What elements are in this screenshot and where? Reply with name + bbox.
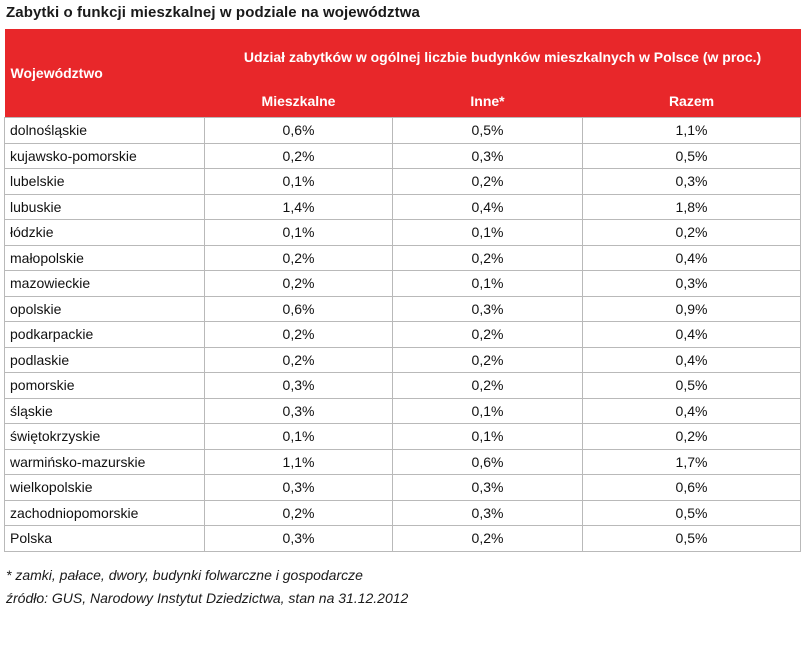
header-col-razem: Razem — [582, 85, 801, 118]
cell-inne: 0,2% — [392, 244, 583, 271]
cell-razem: 0,3% — [581, 168, 802, 195]
cell-region: lubuskie — [4, 193, 205, 220]
cell-mieszkalne: 1,4% — [204, 193, 393, 220]
cell-razem: 0,3% — [581, 270, 802, 297]
cell-inne: 0,1% — [392, 397, 583, 424]
cell-region: podkarpackie — [4, 321, 205, 348]
table-row: zachodniopomorskie 0,2% 0,3% 0,5% — [4, 499, 802, 526]
table-row: Polska 0,3% 0,2% 0,5% — [4, 525, 802, 552]
cell-region: dolnośląskie — [4, 117, 205, 144]
cell-mieszkalne: 0,6% — [204, 117, 393, 144]
cell-razem: 0,5% — [581, 499, 802, 526]
cell-mieszkalne: 0,2% — [204, 346, 393, 373]
footnote: * zamki, pałace, dwory, budynki folwarcz… — [6, 567, 363, 583]
cell-region: zachodniopomorskie — [4, 499, 205, 526]
cell-region: pomorskie — [4, 372, 205, 399]
table-row: dolnośląskie 0,6% 0,5% 1,1% — [4, 117, 802, 144]
table-row: lubelskie 0,1% 0,2% 0,3% — [4, 168, 802, 195]
cell-razem: 0,5% — [581, 525, 802, 552]
cell-mieszkalne: 0,3% — [204, 525, 393, 552]
cell-razem: 0,4% — [581, 244, 802, 271]
cell-mieszkalne: 0,3% — [204, 372, 393, 399]
cell-inne: 0,6% — [392, 448, 583, 475]
cell-region: łódzkie — [4, 219, 205, 246]
cell-region: śląskie — [4, 397, 205, 424]
cell-inne: 0,2% — [392, 372, 583, 399]
table-row: łódzkie 0,1% 0,1% 0,2% — [4, 219, 802, 246]
cell-razem: 0,5% — [581, 372, 802, 399]
cell-mieszkalne: 0,3% — [204, 474, 393, 501]
cell-region: małopolskie — [4, 244, 205, 271]
table-row: mazowieckie 0,2% 0,1% 0,3% — [4, 270, 802, 297]
cell-mieszkalne: 0,2% — [204, 499, 393, 526]
header-col-inne: Inne* — [392, 85, 583, 118]
table-body: dolnośląskie 0,6% 0,5% 1,1% kujawsko-pomorsk… — [4, 117, 802, 552]
cell-mieszkalne: 1,1% — [204, 448, 393, 475]
cell-mieszkalne: 0,2% — [204, 244, 393, 271]
cell-inne: 0,4% — [392, 193, 583, 220]
table-row: małopolskie 0,2% 0,2% 0,4% — [4, 244, 802, 271]
cell-mieszkalne: 0,1% — [204, 423, 393, 450]
cell-mieszkalne: 0,6% — [204, 295, 393, 322]
cell-inne: 0,1% — [392, 270, 583, 297]
table-row: kujawsko-pomorskie 0,2% 0,3% 0,5% — [4, 142, 802, 169]
header-group: Udział zabytków w ogólnej liczbie budynk… — [204, 29, 801, 85]
cell-razem: 1,8% — [581, 193, 802, 220]
cell-razem: 0,4% — [581, 321, 802, 348]
cell-razem: 0,4% — [581, 397, 802, 424]
cell-inne: 0,5% — [392, 117, 583, 144]
cell-region: lubelskie — [4, 168, 205, 195]
table-row: śląskie 0,3% 0,1% 0,4% — [4, 397, 802, 424]
table-row: opolskie 0,6% 0,3% 0,9% — [4, 295, 802, 322]
cell-razem: 0,2% — [581, 423, 802, 450]
cell-inne: 0,3% — [392, 142, 583, 169]
cell-inne: 0,1% — [392, 423, 583, 450]
cell-razem: 1,1% — [581, 117, 802, 144]
source-note: źródło: GUS, Narodowy Instytut Dziedzict… — [6, 590, 409, 606]
table-header: Województwo Udział zabytków w ogólnej li… — [4, 29, 801, 118]
cell-razem: 0,5% — [581, 142, 802, 169]
cell-inne: 0,3% — [392, 295, 583, 322]
cell-razem: 1,7% — [581, 448, 802, 475]
cell-mieszkalne: 0,1% — [204, 219, 393, 246]
cell-inne: 0,2% — [392, 525, 583, 552]
cell-region: wielkopolskie — [4, 474, 205, 501]
cell-mieszkalne: 0,2% — [204, 321, 393, 348]
cell-region: mazowieckie — [4, 270, 205, 297]
table-title: Zabytki o funkcji mieszkalnej w podziale… — [6, 4, 420, 21]
cell-region: świętokrzyskie — [4, 423, 205, 450]
table-row: pomorskie 0,3% 0,2% 0,5% — [4, 372, 802, 399]
cell-mieszkalne: 0,3% — [204, 397, 393, 424]
cell-region: podlaskie — [4, 346, 205, 373]
table-row: podlaskie 0,2% 0,2% 0,4% — [4, 346, 802, 373]
cell-region: kujawsko-pomorskie — [4, 142, 205, 169]
data-table: Województwo Udział zabytków w ogólnej li… — [4, 29, 802, 552]
table-row: świętokrzyskie 0,1% 0,1% 0,2% — [4, 423, 802, 450]
cell-inne: 0,1% — [392, 219, 583, 246]
table-row: warmińsko-mazurskie 1,1% 0,6% 1,7% — [4, 448, 802, 475]
cell-inne: 0,2% — [392, 346, 583, 373]
cell-inne: 0,2% — [392, 168, 583, 195]
table-row: lubuskie 1,4% 0,4% 1,8% — [4, 193, 802, 220]
cell-region: opolskie — [4, 295, 205, 322]
notes: * zamki, pałace, dwory, budynki folwarcz… — [6, 564, 408, 610]
cell-razem: 0,4% — [581, 346, 802, 373]
header-region: Województwo — [4, 29, 205, 118]
cell-razem: 0,2% — [581, 219, 802, 246]
cell-inne: 0,3% — [392, 499, 583, 526]
cell-inne: 0,2% — [392, 321, 583, 348]
cell-inne: 0,3% — [392, 474, 583, 501]
cell-mieszkalne: 0,1% — [204, 168, 393, 195]
cell-razem: 0,6% — [581, 474, 802, 501]
cell-mieszkalne: 0,2% — [204, 270, 393, 297]
header-col-mieszkalne: Mieszkalne — [204, 85, 393, 118]
cell-region: warmińsko-mazurskie — [4, 448, 205, 475]
table-row: podkarpackie 0,2% 0,2% 0,4% — [4, 321, 802, 348]
cell-mieszkalne: 0,2% — [204, 142, 393, 169]
cell-razem: 0,9% — [581, 295, 802, 322]
cell-region: Polska — [4, 525, 205, 552]
table-row: wielkopolskie 0,3% 0,3% 0,6% — [4, 474, 802, 501]
